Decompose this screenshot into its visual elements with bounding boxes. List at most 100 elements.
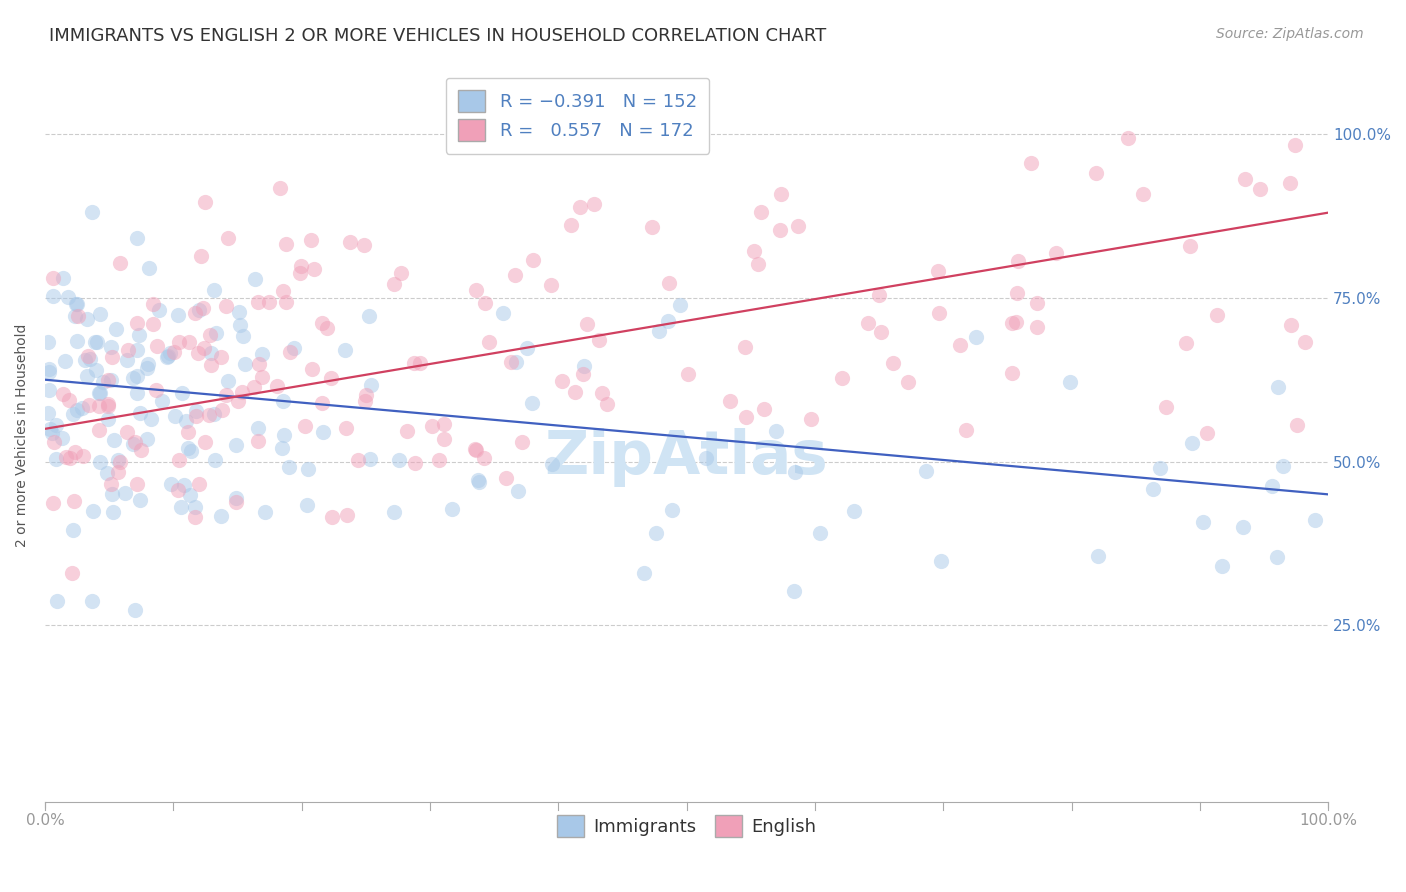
Point (669, 298, 692, 312)
Point (80, 205, 103, 219)
Point (231, 385, 253, 400)
Point (117, 343, 139, 357)
Point (250, 369, 273, 384)
Point (97, 373, 120, 387)
Point (765, 424, 787, 438)
Point (575, 317, 598, 331)
Point (311, 317, 333, 331)
Point (273, 393, 295, 408)
Point (551, 374, 574, 388)
Point (1019, 156, 1042, 170)
Point (250, 347, 273, 361)
Point (472, 451, 495, 466)
Point (433, 417, 456, 431)
Point (122, 437, 145, 451)
Point (215, 299, 238, 313)
Point (897, 375, 920, 389)
Point (294, 418, 316, 433)
Point (869, 325, 891, 339)
Point (464, 442, 486, 457)
Point (657, 314, 679, 328)
Point (467, 473, 489, 487)
Point (695, 451, 717, 466)
Point (245, 271, 267, 285)
Point (273, 428, 295, 442)
Point (266, 378, 288, 392)
Point (38, 384, 60, 398)
Point (184, 305, 207, 319)
Point (52, 386, 75, 401)
Point (359, 452, 381, 467)
Point (503, 268, 526, 282)
Point (1233, 172, 1256, 186)
Point (1001, 316, 1024, 330)
Point (86, 334, 108, 349)
Point (124, 435, 146, 450)
Point (574, 359, 596, 374)
Point (1267, 379, 1289, 393)
Point (928, 305, 950, 319)
Point (569, 200, 592, 214)
Point (1045, 246, 1067, 260)
Point (91, 375, 114, 389)
Point (1286, 418, 1309, 433)
Point (311, 395, 333, 409)
Point (138, 260, 160, 275)
Point (1154, 400, 1177, 414)
Point (302, 262, 325, 277)
Point (187, 345, 209, 359)
Point (1085, 166, 1108, 180)
Point (1294, 334, 1316, 349)
Point (125, 231, 148, 245)
Point (1211, 558, 1233, 573)
Point (160, 476, 183, 491)
Point (129, 442, 152, 457)
Point (510, 434, 533, 449)
Point (274, 237, 297, 252)
Point (1178, 238, 1201, 252)
Point (1026, 296, 1049, 310)
Point (395, 424, 418, 438)
Point (831, 370, 853, 384)
Point (501, 354, 523, 368)
Point (1059, 375, 1081, 389)
Point (259, 294, 281, 309)
Point (72, 449, 94, 463)
Point (254, 505, 277, 519)
Point (82, 504, 104, 518)
Point (190, 249, 212, 263)
Point (51, 431, 73, 445)
Point (339, 235, 361, 250)
Point (336, 508, 359, 523)
Point (520, 396, 543, 410)
Point (1271, 459, 1294, 474)
Point (965, 330, 987, 344)
Point (321, 510, 343, 524)
Point (931, 554, 953, 568)
Point (522, 252, 544, 267)
Point (1026, 320, 1049, 334)
Point (914, 464, 936, 478)
Point (718, 394, 741, 409)
Point (166, 483, 188, 497)
Point (583, 196, 606, 211)
Point (409, 356, 432, 370)
Point (163, 345, 186, 359)
Point (89, 386, 111, 401)
Point (734, 409, 756, 424)
Point (290, 259, 312, 273)
Point (228, 305, 250, 319)
Point (202, 407, 225, 421)
Point (70, 401, 93, 416)
Point (734, 339, 756, 353)
Point (465, 283, 488, 297)
Point (83, 335, 105, 350)
Text: ZipAtlas: ZipAtlas (544, 428, 828, 487)
Point (166, 308, 188, 322)
Point (200, 346, 222, 360)
Point (188, 303, 211, 318)
Point (742, 244, 765, 259)
Point (89, 455, 111, 469)
Point (75, 353, 97, 368)
Point (108, 455, 131, 469)
